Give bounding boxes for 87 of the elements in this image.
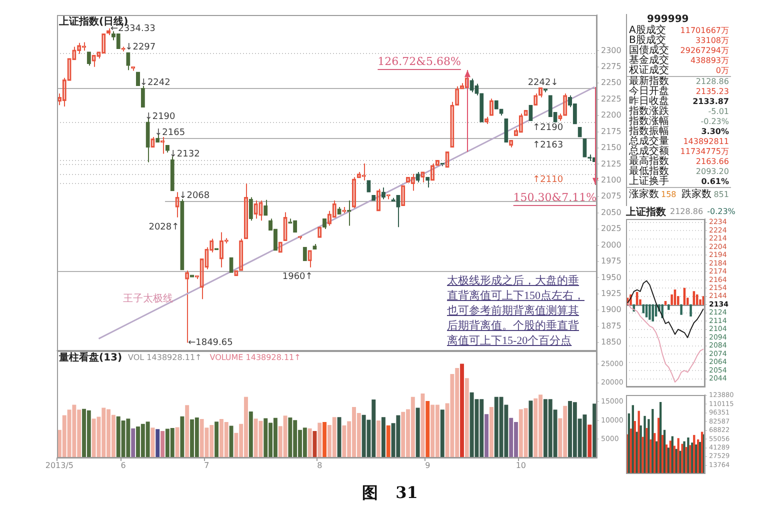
annotation: ↓2190 bbox=[144, 112, 176, 122]
text: 29267294万 bbox=[680, 46, 729, 55]
y-tick-label: 1850 bbox=[601, 338, 622, 347]
y-tick-label: 2000 bbox=[601, 240, 622, 250]
text: 2135.23 bbox=[696, 87, 729, 96]
category-label: 权证成交 bbox=[629, 65, 669, 76]
category-label: 最高指数 bbox=[629, 156, 669, 167]
annotation: 126.72&5.68% bbox=[378, 54, 461, 68]
y-tick-label: 1900 bbox=[601, 305, 622, 314]
text: 158 bbox=[661, 190, 676, 198]
x-tick-label: 7 bbox=[204, 460, 210, 470]
category-label: 昨日收盘 bbox=[629, 96, 669, 107]
x-tick-label: 10 bbox=[516, 460, 526, 470]
category-label: 跌家数 bbox=[682, 188, 712, 201]
x-tick-label: 6 bbox=[120, 460, 126, 470]
chart-title: 量柱看盘(13) bbox=[58, 352, 122, 364]
x-tick-label: 9 bbox=[425, 460, 430, 470]
y-tick-label: 2275 bbox=[601, 62, 622, 71]
text: 438893万 bbox=[690, 56, 729, 65]
text: 851 bbox=[714, 190, 729, 198]
x-tick-label: 8 bbox=[317, 460, 322, 470]
annotation: ↑2190 bbox=[532, 122, 564, 133]
annotation: ↓2242 bbox=[140, 78, 170, 88]
category-label: 国债成交 bbox=[629, 45, 669, 56]
category-label: 涨家数 bbox=[629, 188, 659, 201]
annotation: ↓2165 bbox=[154, 128, 186, 138]
y-tick-label: 2175 bbox=[601, 126, 622, 136]
y-tick-label: 2125 bbox=[601, 159, 622, 168]
annotation: ↑2110 bbox=[532, 174, 564, 185]
annotation: ↓2297 bbox=[125, 42, 156, 52]
category-label: 指数涨幅 bbox=[629, 116, 669, 127]
category-label: 基金成交 bbox=[629, 55, 669, 66]
y-tick-label: 1975 bbox=[601, 256, 622, 266]
text: 143892811 bbox=[683, 137, 729, 146]
category-label: B股成交 bbox=[629, 35, 666, 46]
text: 2128.86 bbox=[670, 207, 704, 216]
text: -0.23% bbox=[700, 117, 729, 126]
caption: 图 31 bbox=[361, 483, 419, 503]
category-label: A股成交 bbox=[629, 25, 666, 36]
annotation: ↓2068 bbox=[179, 191, 210, 202]
annotation: VOLUME 1438928.11↑ bbox=[210, 353, 301, 362]
y-tick-label: 2075 bbox=[601, 192, 622, 201]
annotation: 2242↓ bbox=[528, 78, 558, 88]
y-tick-label: 1875 bbox=[601, 321, 622, 330]
series-label: 王子太极线 bbox=[122, 292, 173, 304]
text: 0.61% bbox=[701, 177, 729, 186]
annotation: ↑2163 bbox=[532, 140, 564, 150]
annotation: ←2334.33 bbox=[110, 24, 156, 34]
y-tick-label: 1950 bbox=[601, 272, 622, 282]
text: 2133.87 bbox=[692, 97, 729, 106]
text: 11734775万 bbox=[680, 147, 729, 156]
annotation: ↓2132 bbox=[169, 149, 200, 160]
x-tick-label: 2013/5 bbox=[45, 460, 74, 470]
y-tick-label: 2250 bbox=[601, 78, 622, 88]
text: -0.23% bbox=[707, 207, 736, 216]
text: 0万 bbox=[716, 66, 729, 75]
text: 2093.20 bbox=[696, 167, 729, 176]
text: 3.30% bbox=[701, 127, 729, 136]
text: 999999 bbox=[647, 14, 690, 25]
y-tick-label: 2100 bbox=[601, 175, 622, 184]
y-tick-label: 1925 bbox=[601, 288, 622, 298]
text: 11701667万 bbox=[680, 26, 729, 35]
annotation: VOL 1438928.11↑ bbox=[128, 353, 202, 362]
y-tick-label: 2050 bbox=[601, 208, 622, 217]
category-label: 最新指数 bbox=[629, 76, 669, 87]
annotation: ←1849.65 bbox=[188, 338, 233, 348]
annotation: 150.30&7.11% bbox=[513, 190, 597, 204]
text: 2163.66 bbox=[696, 157, 729, 166]
category-label: 今日开盘 bbox=[629, 86, 669, 97]
chart-title: 上证指数 bbox=[626, 206, 666, 218]
y-tick-label: 2025 bbox=[601, 224, 622, 234]
category-label: 总成交额 bbox=[629, 146, 669, 157]
annotation: 1960↑ bbox=[282, 272, 313, 282]
category-label: 指数振幅 bbox=[629, 126, 669, 137]
y-tick-label: 2150 bbox=[601, 143, 622, 152]
text: 2128.86 bbox=[696, 77, 729, 86]
text: -5.01 bbox=[708, 107, 729, 116]
category-label: 指数涨跌 bbox=[629, 106, 669, 117]
category-label: 最低指数 bbox=[629, 166, 669, 177]
y-tick-label: 2300 bbox=[601, 46, 622, 55]
text: 33108万 bbox=[696, 36, 729, 45]
annotation: 太极线形成之后，大盘的垂直背离值可上下150点左右，也可参考前期背离值测算其后期背离值。个股的垂直背离值可上下15-20个百分点 bbox=[447, 274, 586, 349]
category-label: 上证换手 bbox=[629, 176, 669, 187]
y-tick-label: 2200 bbox=[601, 110, 622, 120]
annotation: 2028↑ bbox=[148, 222, 180, 232]
category-label: 总成交量 bbox=[629, 136, 669, 147]
y-tick-label: 2225 bbox=[601, 94, 622, 104]
